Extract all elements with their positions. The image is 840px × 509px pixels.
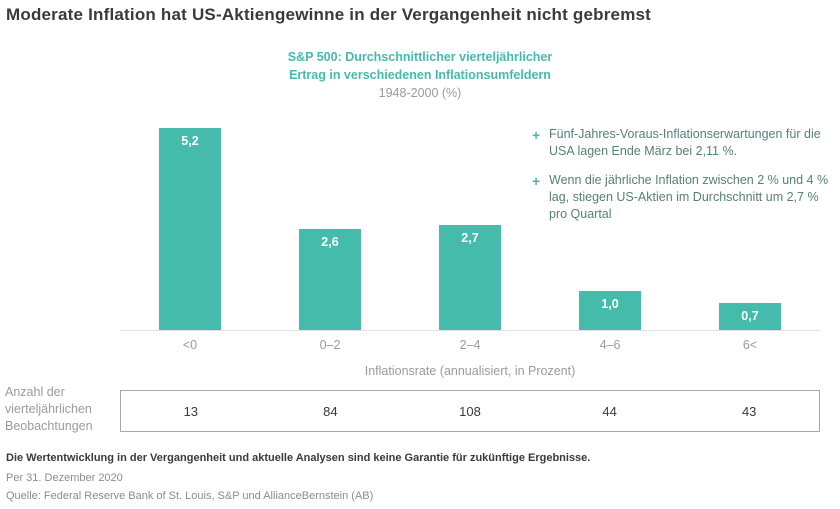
page-title: Moderate Inflation hat US-Aktiengewinne …	[6, 5, 652, 24]
bar-column: 2,6	[260, 116, 400, 330]
plot-area: 5,2 2,6 2,7 1,0 0,7	[120, 116, 820, 331]
bar-2–4: 2,7	[439, 225, 501, 330]
category-tick-label: 6<	[742, 338, 758, 352]
bar-value-label: 5,2	[181, 134, 199, 148]
bar-column: 5,2	[120, 116, 260, 330]
annotation-item: + Wenn die jährliche Inflation zwischen 2…	[532, 172, 832, 224]
annotation-text: Fünf-Jahres-Voraus-Inflationserwartungen…	[549, 127, 821, 159]
category-tick-label: 4–6	[599, 338, 621, 352]
bar-6<: 0,7	[719, 303, 781, 330]
annotation-item: + Fünf-Jahres-Voraus-Inflationserwartunge…	[532, 126, 832, 161]
bar-4–6: 1,0	[579, 291, 641, 330]
category-tick-label: 2–4	[459, 338, 481, 352]
category-tick-label: <0	[182, 338, 198, 352]
disclaimer-text: Die Wertentwicklung in der Vergangenheit…	[6, 452, 591, 464]
bar-value-label: 0,7	[741, 309, 759, 323]
x-axis-label: Inflationsrate (annualisiert, in Prozent…	[364, 364, 576, 378]
chart-subtitle: 1948-2000 (%)	[378, 86, 462, 101]
chart-title-line1: S&P 500: Durchschnittlicher vierteljährl…	[287, 50, 553, 64]
observation-count: 108	[459, 403, 481, 419]
bar-value-label: 2,7	[461, 231, 479, 245]
footer: Die Wertentwicklung in der Vergangenheit…	[6, 452, 826, 508]
annotation-text: Wenn die jährliche Inflation zwischen 2 …	[549, 172, 829, 222]
bar-column: 2,7	[400, 116, 540, 330]
observation-count: 13	[183, 403, 199, 419]
category-tick-label: 0–2	[319, 338, 341, 352]
chart-title-line2: Ertrag in verschiedenen Inflationsumfeld…	[289, 68, 551, 83]
plus-bullet-icon: +	[532, 172, 541, 189]
plus-bullet-icon: +	[532, 127, 541, 143]
bar-column: 1,0	[540, 116, 680, 330]
chart-title-block: S&P 500: Durchschnittlicher vierteljährl…	[0, 48, 840, 102]
observation-count: 43	[741, 403, 757, 419]
category-axis: <0 0–2 2–4 4–6 6<	[120, 338, 820, 352]
source-text: Quelle: Federal Reserve Bank of St. Loui…	[6, 490, 374, 502]
bar-0–2: 2,6	[299, 229, 361, 330]
observation-count: 44	[602, 403, 617, 419]
bar-column: 0,7	[680, 116, 820, 330]
bar-value-label: 2,6	[321, 235, 339, 249]
observations-table: 13 84 108 44 43	[120, 390, 820, 432]
observations-label: Anzahl der vierteljährlichen Beobachtung…	[5, 385, 93, 433]
as-of-date: Per 31. Dezember 2020	[6, 472, 123, 484]
observation-count: 84	[323, 403, 338, 419]
bar-value-label: 1,0	[601, 297, 619, 311]
annotations-list: + Fünf-Jahres-Voraus-Inflationserwartunge…	[532, 126, 832, 234]
bar-<0: 5,2	[159, 128, 221, 330]
